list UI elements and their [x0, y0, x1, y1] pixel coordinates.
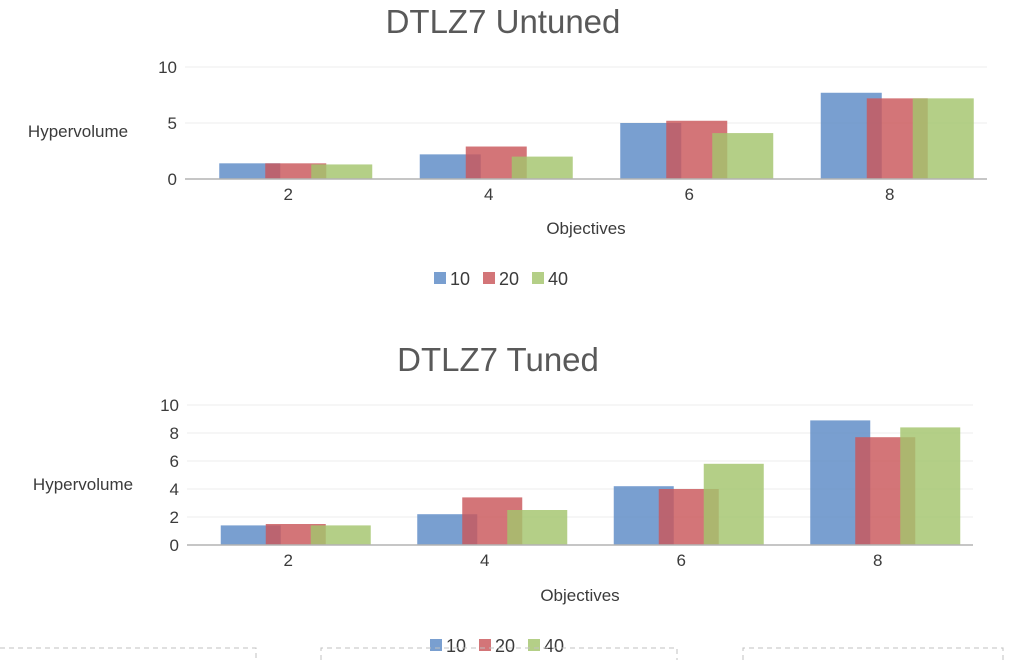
bar-40-4 — [507, 510, 568, 545]
y-tick-label: 4 — [170, 480, 179, 499]
x-axis-label: Objectives — [546, 219, 625, 238]
x-tick-label: 4 — [484, 185, 493, 204]
legend-label: 40 — [548, 269, 568, 289]
y-ticks: 0 2 4 6 8 10 — [160, 396, 179, 555]
dashed-frame-decoration — [0, 647, 1004, 660]
y-axis-label: Hypervolume — [28, 122, 128, 141]
x-tick-label: 2 — [284, 185, 293, 204]
y-tick-label: 2 — [170, 508, 179, 527]
bar-40-2 — [310, 525, 371, 545]
legend-swatch — [483, 272, 495, 284]
bar-40-6 — [703, 463, 764, 545]
y-tick-label: 10 — [160, 396, 179, 415]
legend-label: 10 — [450, 269, 470, 289]
bar-40-6 — [712, 133, 774, 179]
bar-40-4 — [511, 156, 573, 179]
chart-title: DTLZ7 Tuned — [397, 341, 599, 378]
chart-title: DTLZ7 Untuned — [386, 3, 621, 40]
legend-label: 40 — [544, 636, 564, 656]
x-tick-label: 4 — [480, 551, 489, 570]
bar-40-8 — [912, 98, 974, 179]
legend-label: 10 — [446, 636, 466, 656]
x-tick-label: 8 — [873, 551, 882, 570]
bars — [219, 92, 974, 179]
legend-swatch — [479, 639, 491, 651]
y-tick-label: 6 — [170, 452, 179, 471]
x-ticks: 2 4 6 8 — [284, 185, 895, 204]
y-tick-label: 0 — [168, 170, 177, 189]
chart-tuned: DTLZ7 Tuned Hypervolume Objectives 0 2 4 6 8… — [33, 341, 973, 656]
bar-20-2 — [265, 163, 327, 179]
chart-untuned: DTLZ7 Untuned Hypervolume Objectives 0 5 1… — [28, 3, 987, 289]
x-tick-label: 8 — [885, 185, 894, 204]
y-ticks: 0 5 10 — [158, 58, 177, 189]
legend-swatch — [532, 272, 544, 284]
x-tick-label: 2 — [284, 551, 293, 570]
y-tick-label: 8 — [170, 424, 179, 443]
y-tick-label: 10 — [158, 58, 177, 77]
x-tick-label: 6 — [685, 185, 694, 204]
bar-40-2 — [311, 164, 373, 179]
x-ticks: 2 4 6 8 — [284, 551, 883, 570]
legend-swatch — [434, 272, 446, 284]
bar-40-8 — [900, 427, 961, 545]
legend: 10 20 40 — [430, 636, 564, 656]
y-tick-label: 5 — [168, 114, 177, 133]
legend: 10 20 40 — [434, 269, 568, 289]
legend-swatch — [430, 639, 442, 651]
legend-label: 20 — [499, 269, 519, 289]
legend-label: 20 — [495, 636, 515, 656]
bars — [220, 420, 961, 545]
y-axis-label: Hypervolume — [33, 475, 133, 494]
bar-10-2 — [219, 163, 281, 179]
x-axis-label: Objectives — [540, 586, 619, 605]
x-tick-label: 6 — [677, 551, 686, 570]
legend-swatch — [528, 639, 540, 651]
y-tick-label: 0 — [170, 536, 179, 555]
